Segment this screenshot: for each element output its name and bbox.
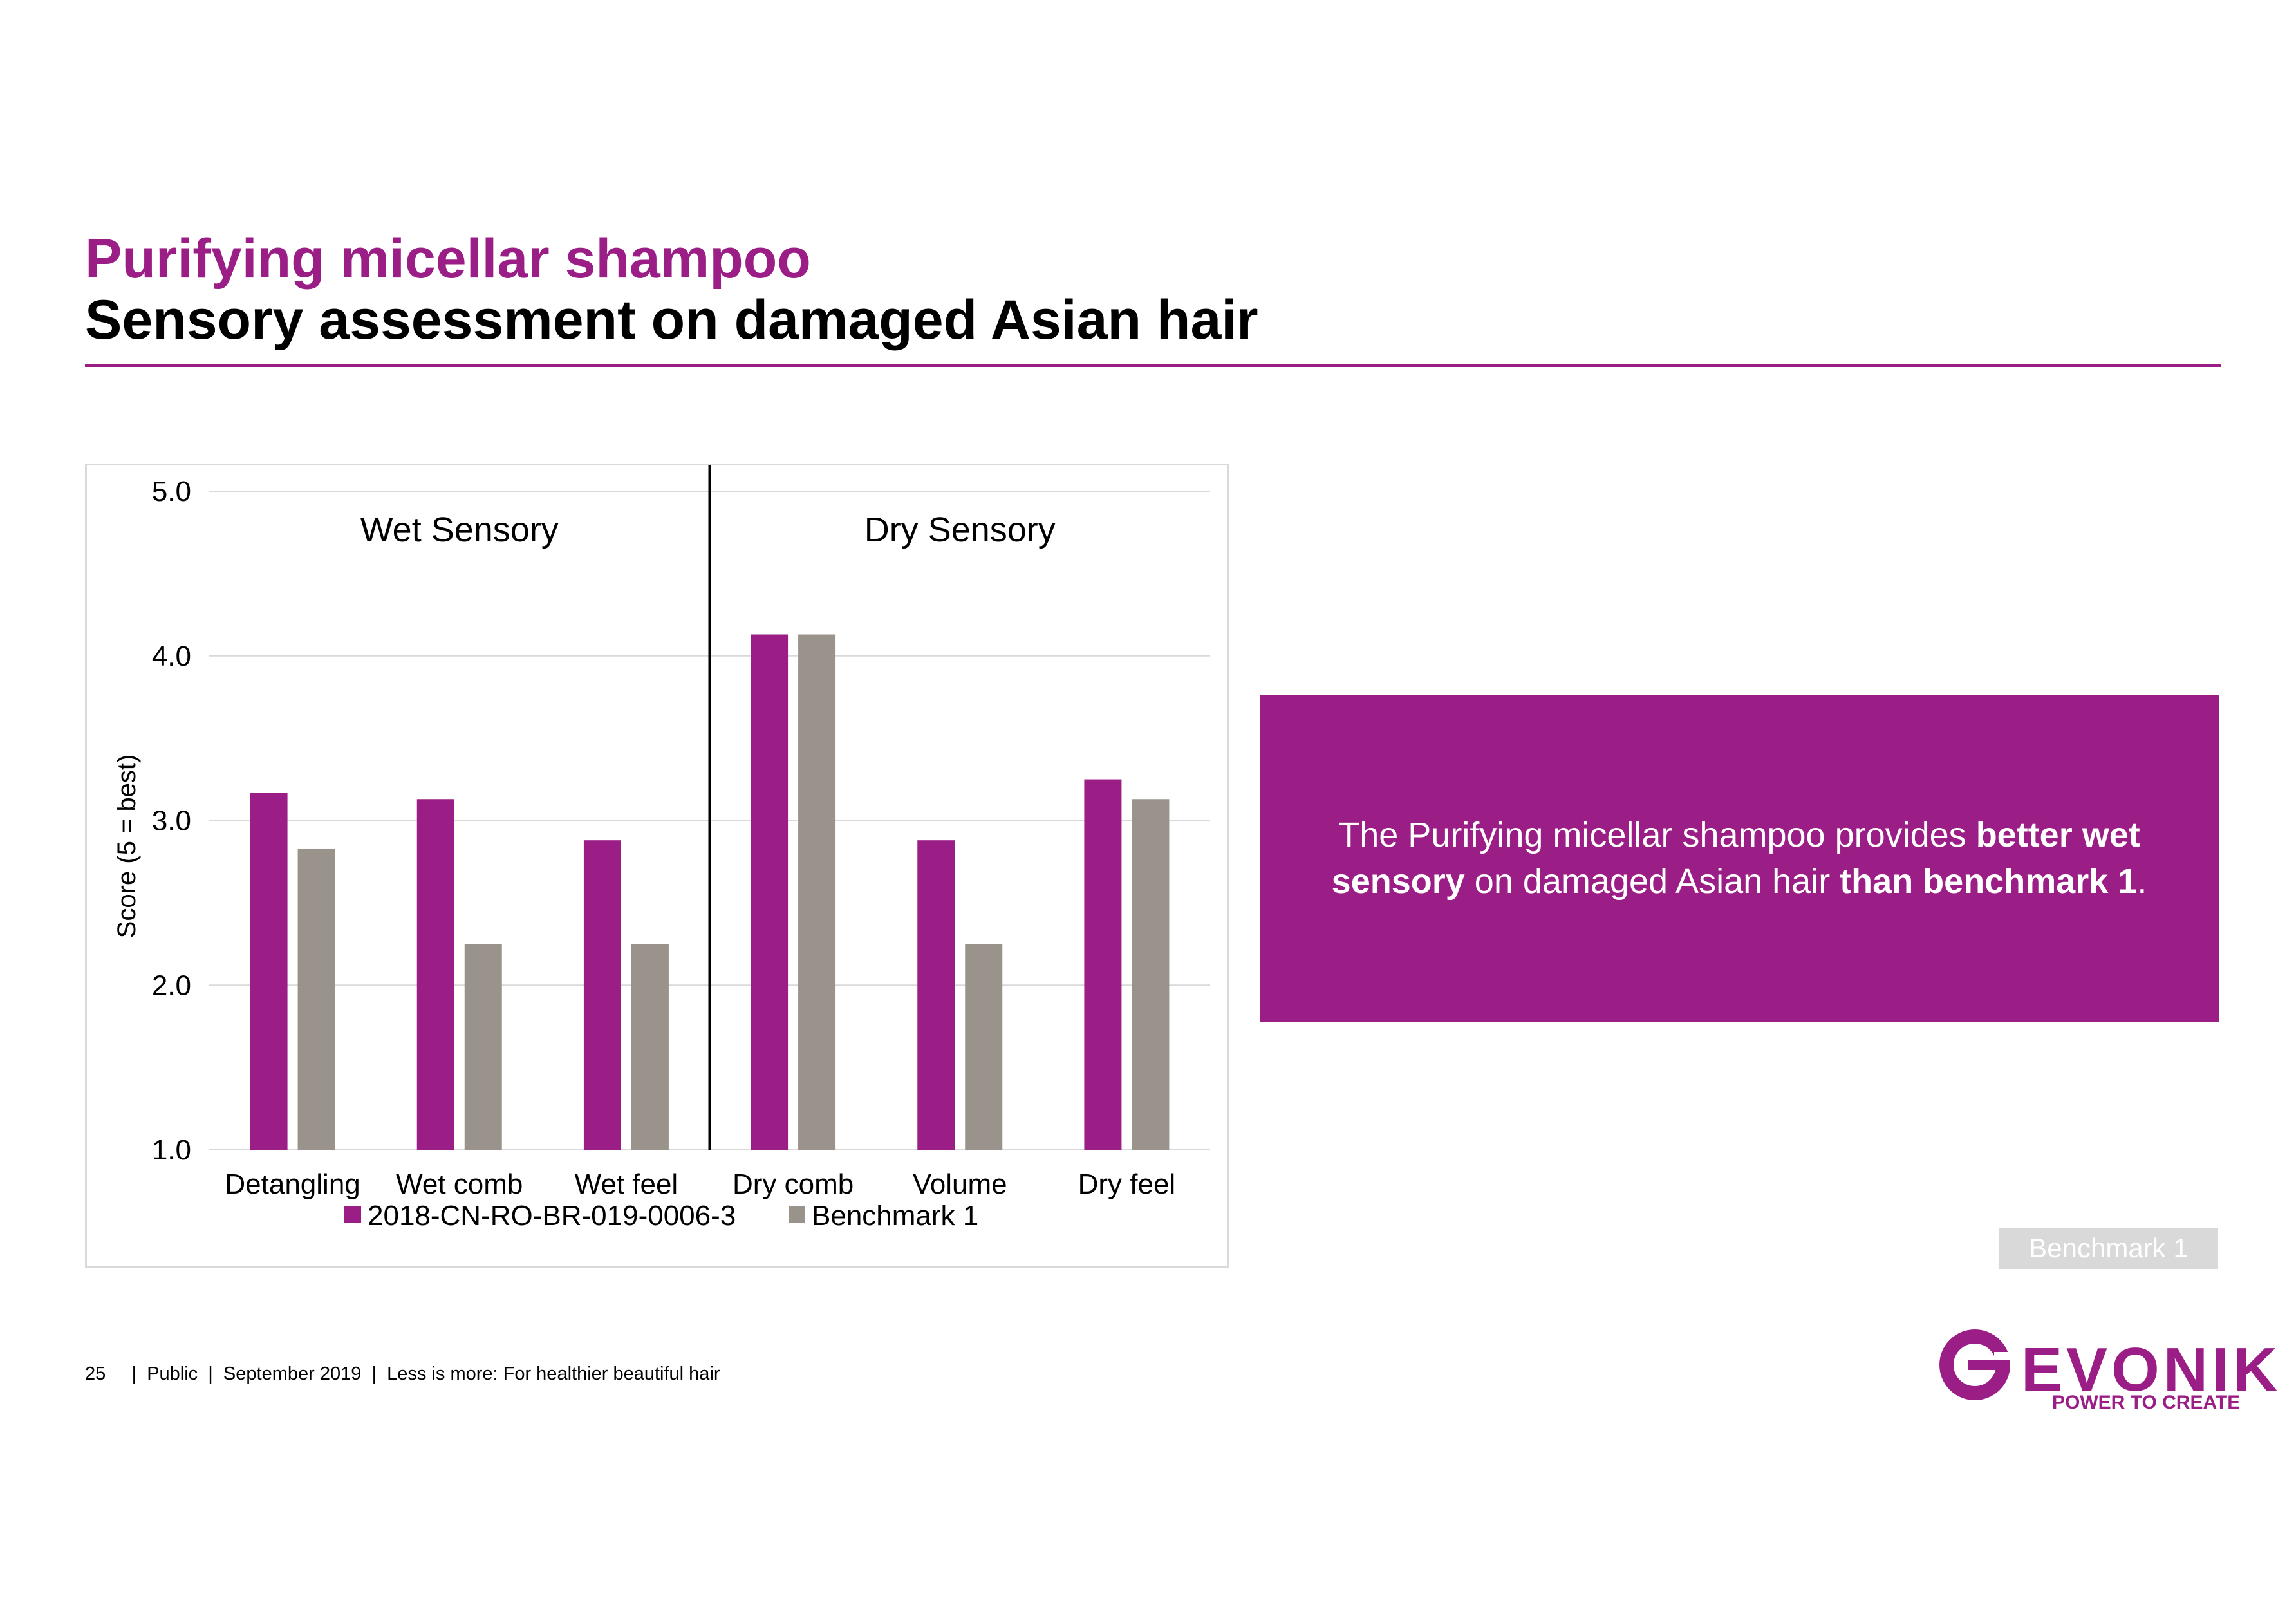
x-tick-label-0: Detangling	[225, 1168, 360, 1200]
benchmark-tag: Benchmark 1	[1999, 1228, 2218, 1269]
x-tick-label-4: Volume	[913, 1168, 1007, 1200]
x-tick-label-5: Dry feel	[1078, 1168, 1176, 1200]
bar-product-volume	[917, 840, 955, 1150]
callout-text: The Purifying micellar shampoo provides …	[1285, 812, 2193, 905]
logo-tagline: POWER TO CREATE	[2052, 1392, 2241, 1413]
bar-benchmark-dry-feel	[1132, 799, 1170, 1150]
bar-chart: 1.0 2.0 3.0 4.0 5.0 Score (5 = best) Detanglin…	[113, 465, 1210, 1232]
callout-segment-2: on damaged Asian hair	[1464, 862, 1840, 901]
bar-benchmark-wet-feel	[631, 944, 669, 1150]
logo-wordmark: EVONIK	[2021, 1335, 2282, 1404]
callout-segment-3: than benchmark 1	[1840, 862, 2138, 901]
bar-product-dry-comb	[751, 634, 789, 1150]
y-tick-label-3: 4.0	[152, 641, 191, 672]
legend-swatch-1	[789, 1206, 805, 1223]
evonik-logo-icon	[1939, 1329, 2013, 1400]
bar-benchmark-volume	[965, 944, 1003, 1150]
y-tick-label-2: 3.0	[152, 805, 191, 837]
legend-swatch-0	[344, 1206, 361, 1223]
bar-product-detangling	[250, 793, 288, 1150]
bar-benchmark-dry-comb	[798, 634, 836, 1150]
y-tick-label-1: 2.0	[152, 970, 191, 1001]
x-tick-label-2: Wet feel	[575, 1168, 678, 1200]
callout-segment-1: better wet sensory	[1331, 816, 2140, 901]
chart-frame: 1.0 2.0 3.0 4.0 5.0 Score (5 = best) Detanglin…	[85, 464, 1229, 1268]
y-axis-label: Score (5 = best)	[113, 755, 141, 939]
legend-label-1: Benchmark 1	[812, 1200, 978, 1232]
key-finding-callout: The Purifying micellar shampoo provides …	[1260, 695, 2219, 1022]
title-divider	[85, 364, 2221, 367]
slide-subtitle: Sensory assessment on damaged Asian hair	[85, 289, 1258, 351]
footer-text: 25 | Public | September 2019 | Less is m…	[85, 1364, 720, 1384]
callout-segment-0: The Purifying micellar shampoo provides	[1338, 816, 1976, 855]
x-tick-label-1: Wet comb	[396, 1168, 523, 1200]
group-label-0: Wet Sensory	[360, 511, 559, 549]
bar-benchmark-wet-comb	[464, 944, 502, 1150]
bar-product-wet-comb	[416, 799, 454, 1150]
callout-segment-4: .	[2137, 862, 2147, 901]
legend-label-0: 2018-CN-RO-BR-019-0006-3	[368, 1200, 736, 1232]
x-tick-label-3: Dry comb	[733, 1168, 854, 1200]
group-label-1: Dry Sensory	[864, 511, 1056, 549]
bar-product-dry-feel	[1084, 779, 1122, 1150]
slide-title: Purifying micellar shampoo	[85, 228, 811, 290]
y-tick-label-0: 1.0	[152, 1134, 191, 1166]
y-tick-label-4: 5.0	[152, 476, 191, 507]
bar-benchmark-detangling	[297, 848, 335, 1150]
bar-product-wet-feel	[583, 840, 621, 1150]
